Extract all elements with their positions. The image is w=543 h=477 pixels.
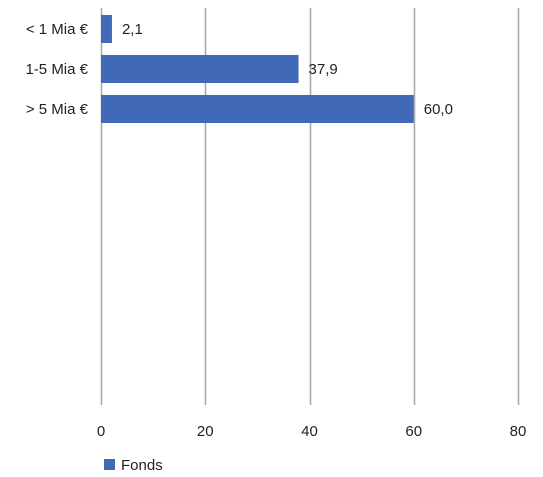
data-label: 37,9 <box>309 61 338 78</box>
bar <box>101 95 414 123</box>
x-tick-label: 0 <box>97 423 105 440</box>
category-label: < 1 Mia € <box>26 21 89 38</box>
bar <box>101 55 299 83</box>
x-tick-label: 40 <box>301 423 318 440</box>
bars <box>101 15 414 123</box>
x-tick-label: 60 <box>405 423 422 440</box>
data-label: 60,0 <box>424 101 453 118</box>
category-label: > 5 Mia € <box>26 101 89 118</box>
legend: Fonds <box>104 457 163 474</box>
x-tick-label: 80 <box>510 423 527 440</box>
category-labels: < 1 Mia € 1-5 Mia € > 5 Mia € <box>25 21 88 118</box>
legend-label-fonds: Fonds <box>121 457 163 474</box>
legend-swatch-fonds <box>104 459 115 470</box>
x-tick-label: 20 <box>197 423 214 440</box>
category-label: 1-5 Mia € <box>25 61 88 78</box>
data-labels: 2,1 37,9 60,0 <box>122 21 453 118</box>
data-label: 2,1 <box>122 21 143 38</box>
bar <box>101 15 112 43</box>
x-axis-ticks: 0 20 40 60 80 <box>97 423 527 440</box>
